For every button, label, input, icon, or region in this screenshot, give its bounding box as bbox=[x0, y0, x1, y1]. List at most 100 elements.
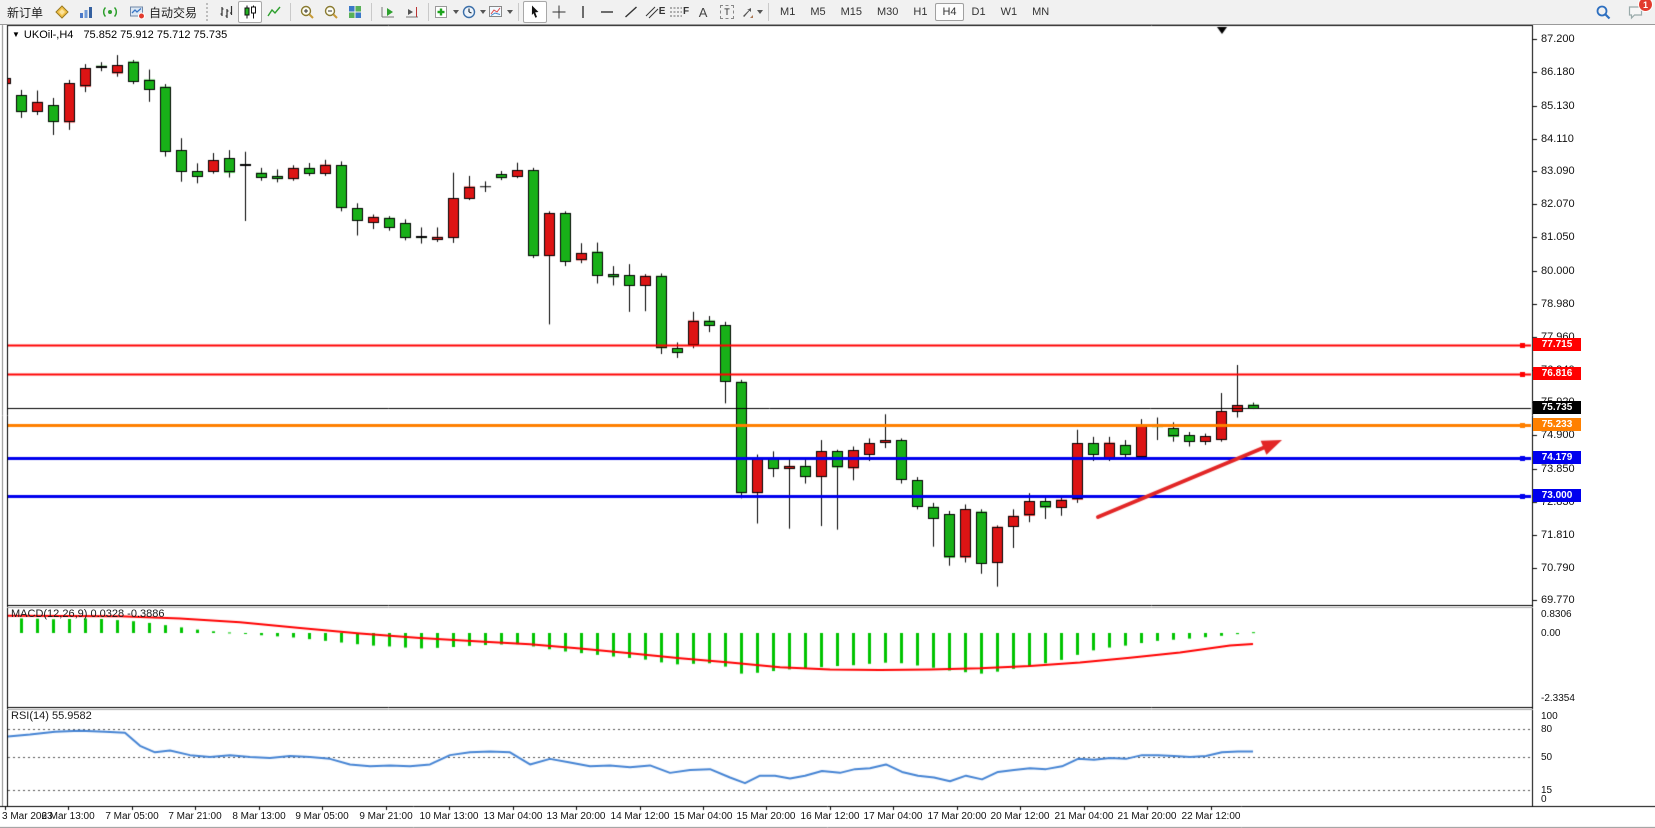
timeframe-D1[interactable]: D1 bbox=[971, 6, 986, 18]
zoom-out-button[interactable] bbox=[319, 1, 343, 23]
price-tick: 80.000 bbox=[1541, 265, 1575, 277]
arrows-tool-icon bbox=[743, 8, 754, 18]
time-axis-label: 8 Mar 13:00 bbox=[232, 811, 286, 822]
toolbar-separator bbox=[768, 3, 770, 21]
label-tool-button[interactable]: T bbox=[715, 1, 739, 23]
label-tool-letter: T bbox=[720, 5, 734, 19]
channel-icon bbox=[645, 6, 659, 19]
indicators-button[interactable] bbox=[433, 1, 460, 23]
templates-button[interactable] bbox=[487, 1, 514, 23]
price-tick: 78.980 bbox=[1541, 298, 1575, 310]
crosshair-icon bbox=[552, 5, 566, 19]
rsi-label: RSI(14) 55.9582 bbox=[11, 710, 92, 722]
template-icon bbox=[489, 6, 503, 17]
market-depth-button[interactable] bbox=[74, 1, 98, 23]
price-line-badge: 74.179 bbox=[1533, 451, 1581, 464]
signal-icon bbox=[103, 6, 117, 18]
macd-label: MACD(12,26,9) 0.0328 -0.3886 bbox=[11, 608, 165, 620]
periods-button[interactable] bbox=[460, 1, 487, 23]
trendline-icon bbox=[625, 6, 638, 18]
time-axis[interactable] bbox=[0, 807, 1655, 828]
time-axis-label: 21 Mar 20:00 bbox=[1117, 811, 1177, 822]
timeframe-W1[interactable]: W1 bbox=[1000, 6, 1018, 18]
tile-windows-icon bbox=[349, 6, 362, 18]
toolbar: 新订单 自动交易 bbox=[0, 0, 1655, 25]
price-line-badge: 75.233 bbox=[1533, 418, 1581, 431]
line-chart-type-button[interactable] bbox=[262, 1, 286, 23]
time-axis-label: 15 Mar 04:00 bbox=[673, 811, 733, 822]
price-line-badge: 76.816 bbox=[1533, 367, 1581, 380]
timeframe-M1[interactable]: M1 bbox=[780, 6, 796, 18]
depth-icon bbox=[80, 7, 93, 18]
fibonacci-letter: F bbox=[682, 6, 690, 17]
toolbar-grip bbox=[206, 3, 212, 21]
text-tool-button[interactable]: A bbox=[691, 1, 715, 23]
fibonacci-icon bbox=[669, 7, 682, 17]
quote-line[interactable]: ▼ UKOil-,H4 75.852 75.912 75.712 75.735 bbox=[12, 29, 227, 41]
time-axis-label: 13 Mar 20:00 bbox=[546, 811, 606, 822]
gold-symbol-icon[interactable] bbox=[50, 1, 74, 23]
search-button[interactable] bbox=[1591, 1, 1615, 23]
price-tick: 81.050 bbox=[1541, 231, 1575, 243]
cursor-tool-button[interactable] bbox=[523, 1, 548, 23]
notifications-button[interactable]: 1 bbox=[1623, 0, 1653, 23]
candlestick-chart-type-button[interactable] bbox=[238, 1, 263, 23]
auto-scroll-button[interactable] bbox=[376, 1, 400, 23]
candlestick-icon bbox=[244, 5, 257, 19]
price-tick: 84.110 bbox=[1541, 133, 1574, 145]
toolbar-separator bbox=[371, 3, 373, 21]
indicators-icon bbox=[435, 6, 448, 18]
rsi-axis-label: 80 bbox=[1541, 724, 1553, 735]
symbol-dropdown-icon[interactable]: ▼ bbox=[12, 30, 20, 39]
search-icon bbox=[1596, 5, 1610, 19]
bar-chart-icon bbox=[220, 6, 233, 18]
crosshair-tool-button[interactable] bbox=[547, 1, 571, 23]
trendline-tool-button[interactable] bbox=[619, 1, 643, 23]
horizontal-line-tool-button[interactable] bbox=[595, 1, 619, 23]
autotrading-button[interactable]: 自动交易 bbox=[122, 1, 204, 23]
timeframe-H4[interactable]: H4 bbox=[935, 3, 964, 21]
gold-diamond-icon bbox=[55, 5, 69, 19]
rsi-axis-label: 0 bbox=[1541, 794, 1547, 805]
auto-scroll-icon bbox=[381, 7, 395, 18]
timeframe-MN[interactable]: MN bbox=[1032, 6, 1050, 18]
chart-shift-button[interactable] bbox=[400, 1, 424, 23]
toolbar-separator bbox=[290, 3, 292, 21]
timeframe-M30[interactable]: M30 bbox=[877, 6, 899, 18]
timeframe-M5[interactable]: M5 bbox=[810, 6, 826, 18]
toolbar-right: 1 bbox=[1591, 0, 1655, 23]
fibonacci-tool-button[interactable]: F bbox=[667, 1, 691, 23]
chart-shift-icon bbox=[406, 7, 419, 18]
price-tick: 82.070 bbox=[1541, 198, 1575, 210]
indicators-dropdown-caret bbox=[453, 10, 460, 14]
time-axis-label: 6 Mar 13:00 bbox=[41, 811, 95, 822]
price-line-badge: 73.000 bbox=[1533, 489, 1581, 502]
new-order-button[interactable]: 新订单 bbox=[0, 1, 50, 23]
timeframe-H1[interactable]: H1 bbox=[913, 6, 928, 18]
tile-windows-button[interactable] bbox=[343, 1, 367, 23]
signals-button[interactable] bbox=[98, 1, 122, 23]
time-axis-label: 22 Mar 12:00 bbox=[1181, 811, 1241, 822]
zoom-in-icon bbox=[300, 5, 314, 19]
toolbar-separator bbox=[428, 3, 430, 21]
price-line-badge: 75.735 bbox=[1533, 401, 1581, 414]
arrows-dropdown-caret bbox=[757, 10, 764, 14]
zoom-in-button[interactable] bbox=[295, 1, 319, 23]
time-axis-label: 16 Mar 12:00 bbox=[800, 811, 860, 822]
price-line-badge: 77.715 bbox=[1533, 338, 1581, 351]
arrows-tool-button[interactable] bbox=[739, 1, 764, 23]
clock-icon bbox=[462, 5, 476, 19]
time-axis-label: 20 Mar 12:00 bbox=[990, 811, 1050, 822]
line-chart-icon bbox=[267, 6, 281, 17]
price-axis[interactable] bbox=[1533, 25, 1655, 806]
rsi-axis-label: 15 bbox=[1541, 785, 1553, 796]
time-axis-label: 9 Mar 21:00 bbox=[359, 811, 413, 822]
rsi-axis-label: 50 bbox=[1541, 752, 1553, 763]
vertical-line-tool-button[interactable] bbox=[571, 1, 595, 23]
channel-letter: E bbox=[658, 6, 666, 17]
timeframe-M15[interactable]: M15 bbox=[840, 6, 862, 18]
symbol-label: UKOil-,H4 bbox=[23, 29, 74, 41]
bar-chart-type-button[interactable] bbox=[214, 1, 238, 23]
channel-tool-button[interactable]: E bbox=[643, 1, 667, 23]
